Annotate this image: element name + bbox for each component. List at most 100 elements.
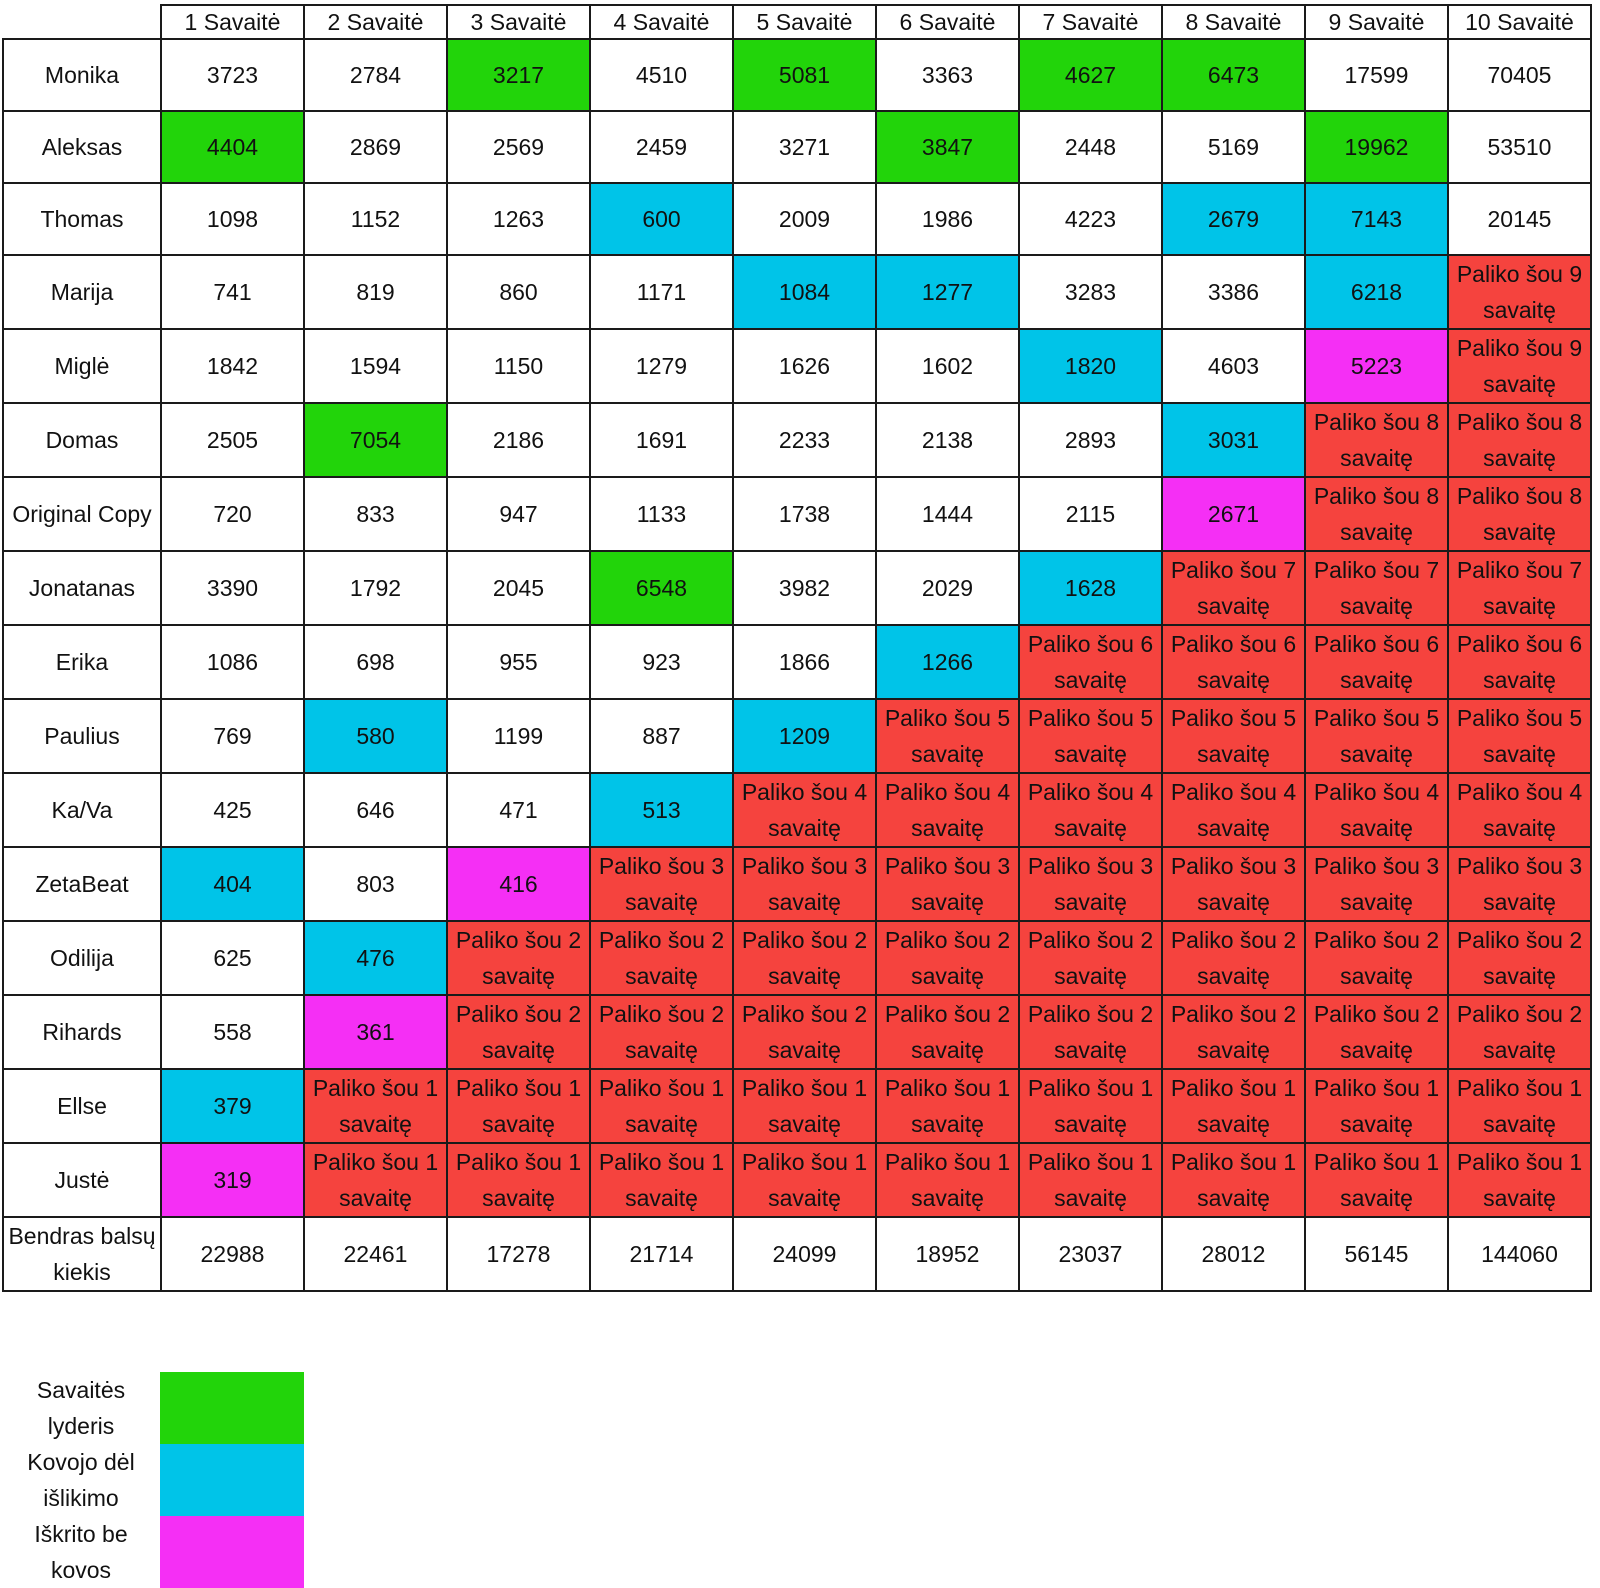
left-show-cell: Paliko šou 1 savaitę [1304,1142,1449,1218]
legend-item: Iškrito be kovos [2,1516,304,1588]
vote-cell: 2679 [1161,182,1306,256]
corner-cell [2,4,162,40]
left-show-cell: Paliko šou 3 savaitę [1447,846,1592,922]
left-show-cell: Paliko šou 3 savaitę [1018,846,1163,922]
table-row: Original Copy 720 833 947 1133 1738 1444 2115 26… [2,476,1592,552]
vote-cell: 19962 [1304,110,1449,184]
left-show-cell: Paliko šou 1 savaitę [1161,1142,1306,1218]
vote-cell: 1150 [446,328,591,404]
vote-cell: 4627 [1018,38,1163,112]
left-show-cell: Paliko šou 3 savaitę [1161,846,1306,922]
vote-cell: 6548 [589,550,734,626]
vote-cell: 923 [589,624,734,700]
vote-cell: 1098 [160,182,305,256]
vote-cell: 425 [160,772,305,848]
total-value: 17278 [446,1216,591,1292]
left-show-cell: Paliko šou 6 savaitę [1304,624,1449,700]
vote-cell: 698 [303,624,448,700]
left-show-cell: Paliko šou 6 savaitę [1161,624,1306,700]
vote-cell: 1602 [875,328,1020,404]
vote-cell: 7054 [303,402,448,478]
vote-cell: 2459 [589,110,734,184]
vote-cell: 2138 [875,402,1020,478]
vote-cell: 319 [160,1142,305,1218]
vote-cell: 1792 [303,550,448,626]
vote-cell: 4603 [1161,328,1306,404]
left-show-cell: Paliko šou 5 savaitę [1304,698,1449,774]
vote-cell: 1199 [446,698,591,774]
legend-label: Kovojo dėl išlikimo [27,1449,135,1511]
vote-cell: 1171 [589,254,734,330]
vote-cell: 1628 [1018,550,1163,626]
vote-cell: 5169 [1161,110,1306,184]
vote-cell: 1266 [875,624,1020,700]
vote-cell: 1738 [732,476,877,552]
vote-cell: 819 [303,254,448,330]
vote-cell: 1084 [732,254,877,330]
vote-cell: 3847 [875,110,1020,184]
left-show-cell: Paliko šou 2 savaitę [1304,994,1449,1070]
participant-name: Erika [2,624,162,700]
table-row: Monika 3723 2784 3217 4510 5081 3363 4627 6473 17… [2,38,1592,112]
week-header: 3 Savaitė [446,4,591,40]
left-show-cell: Paliko šou 1 savaitę [1018,1068,1163,1144]
table-row: ZetaBeat 404 803 416 Paliko šou 3 savaitę Pal… [2,846,1592,922]
table-row: Domas 2505 7054 2186 1691 2233 2138 2893 3031 Pal… [2,402,1592,478]
vote-cell: 1133 [589,476,734,552]
vote-cell: 2869 [303,110,448,184]
week-header: 7 Savaitė [1018,4,1163,40]
left-show-cell: Paliko šou 7 savaitę [1304,550,1449,626]
participant-name: Odilija [2,920,162,996]
left-show-cell: Paliko šou 2 savaitę [1447,994,1592,1070]
left-show-cell: Paliko šou 5 savaitę [1018,698,1163,774]
vote-cell: 600 [589,182,734,256]
vote-cell: 70405 [1447,38,1592,112]
vote-cell: 7143 [1304,182,1449,256]
left-show-cell: Paliko šou 6 savaitę [1018,624,1163,700]
vote-cell: 2569 [446,110,591,184]
total-value: 22988 [160,1216,305,1292]
left-show-cell: Paliko šou 2 savaitę [589,920,734,996]
vote-cell: 1209 [732,698,877,774]
total-value: 21714 [589,1216,734,1292]
vote-cell: 361 [303,994,448,1070]
vote-cell: 1086 [160,624,305,700]
total-row: Bendras balsų kiekis 22988 22461 17278 21714… [2,1216,1592,1292]
vote-cell: 2045 [446,550,591,626]
vote-cell: 6473 [1161,38,1306,112]
left-show-cell: Paliko šou 2 savaitę [1304,920,1449,996]
left-show-cell: Paliko šou 2 savaitę [875,994,1020,1070]
table-row: Ellse 379 Paliko šou 1 savaitę Paliko šou 1… [2,1068,1592,1144]
participant-name: Thomas [2,182,162,256]
legend-item: Savaitės lyderis [2,1372,304,1444]
legend-swatch [160,1444,304,1516]
vote-cell: 4404 [160,110,305,184]
vote-cell: 558 [160,994,305,1070]
vote-cell: 769 [160,698,305,774]
table-row: Miglė 1842 1594 1150 1279 1626 1602 1820 4603 522… [2,328,1592,404]
left-show-cell: Paliko šou 2 savaitę [1161,920,1306,996]
vote-cell: 720 [160,476,305,552]
left-show-cell: Paliko šou 2 savaitę [1018,994,1163,1070]
table-row: Thomas 1098 1152 1263 600 2009 1986 4223 2679 714… [2,182,1592,256]
vote-cell: 379 [160,1068,305,1144]
total-value: 22461 [303,1216,448,1292]
participant-name: Justė [2,1142,162,1218]
week-header: 5 Savaitė [732,4,877,40]
vote-cell: 3386 [1161,254,1306,330]
vote-cell: 17599 [1304,38,1449,112]
vote-cell: 1152 [303,182,448,256]
participant-name: Original Copy [2,476,162,552]
vote-cell: 947 [446,476,591,552]
left-show-cell: Paliko šou 2 savaitę [732,994,877,1070]
vote-cell: 2009 [732,182,877,256]
vote-cell: 6218 [1304,254,1449,330]
participant-name: Aleksas [2,110,162,184]
left-show-cell: Paliko šou 1 savaitę [1304,1068,1449,1144]
vote-cell: 580 [303,698,448,774]
participant-name: Miglė [2,328,162,404]
vote-cell: 741 [160,254,305,330]
left-show-cell: Paliko šou 1 savaitę [589,1142,734,1218]
legend-swatch [160,1516,304,1588]
left-show-cell: Paliko šou 1 savaitę [303,1142,448,1218]
